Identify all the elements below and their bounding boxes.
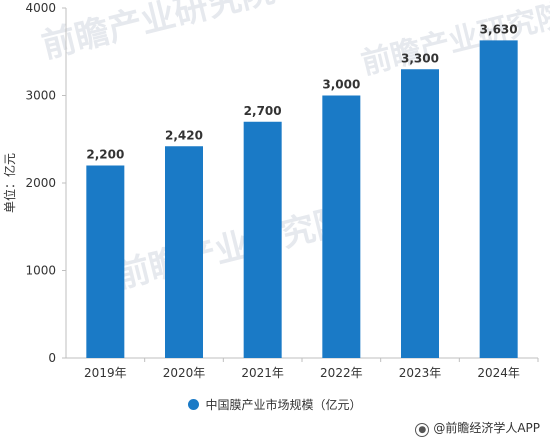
legend-marker bbox=[188, 399, 200, 410]
y-tick-label: 1000 bbox=[25, 264, 56, 278]
bar bbox=[243, 121, 282, 358]
bar bbox=[401, 69, 439, 358]
x-tick-label: 2020年 bbox=[163, 366, 206, 380]
x-tick-label: 2021年 bbox=[241, 366, 284, 380]
data-label: 3,300 bbox=[401, 51, 439, 65]
y-tick-label: 4000 bbox=[25, 1, 56, 15]
bar bbox=[165, 146, 203, 358]
source-text: @前瞻经济学人APP bbox=[433, 421, 540, 435]
data-label: 2,420 bbox=[165, 128, 203, 142]
chat-bubble-icon: ● bbox=[415, 423, 430, 437]
bar bbox=[86, 165, 125, 358]
data-label: 2,700 bbox=[244, 104, 282, 118]
x-tick-label: 2022年 bbox=[320, 366, 363, 380]
data-label: 3,630 bbox=[480, 22, 518, 36]
x-tick-label: 2023年 bbox=[399, 366, 442, 380]
x-tick-label: 2019年 bbox=[84, 366, 127, 380]
source-credit: ● @前瞻经济学人APP bbox=[415, 419, 540, 437]
y-tick-label: 3000 bbox=[25, 89, 56, 103]
legend: 中国膜产业市场规模（亿元） bbox=[0, 396, 550, 413]
y-tick-label: 2000 bbox=[25, 176, 56, 190]
bar bbox=[479, 40, 518, 358]
data-label: 2,200 bbox=[86, 148, 124, 162]
y-tick-label: 0 bbox=[48, 351, 56, 365]
legend-label: 中国膜产业市场规模（亿元） bbox=[205, 398, 362, 412]
data-label: 3,000 bbox=[322, 78, 360, 92]
bar bbox=[322, 95, 361, 358]
x-tick-label: 2024年 bbox=[477, 366, 520, 380]
y-axis-label: 单位：亿元 bbox=[2, 153, 17, 213]
